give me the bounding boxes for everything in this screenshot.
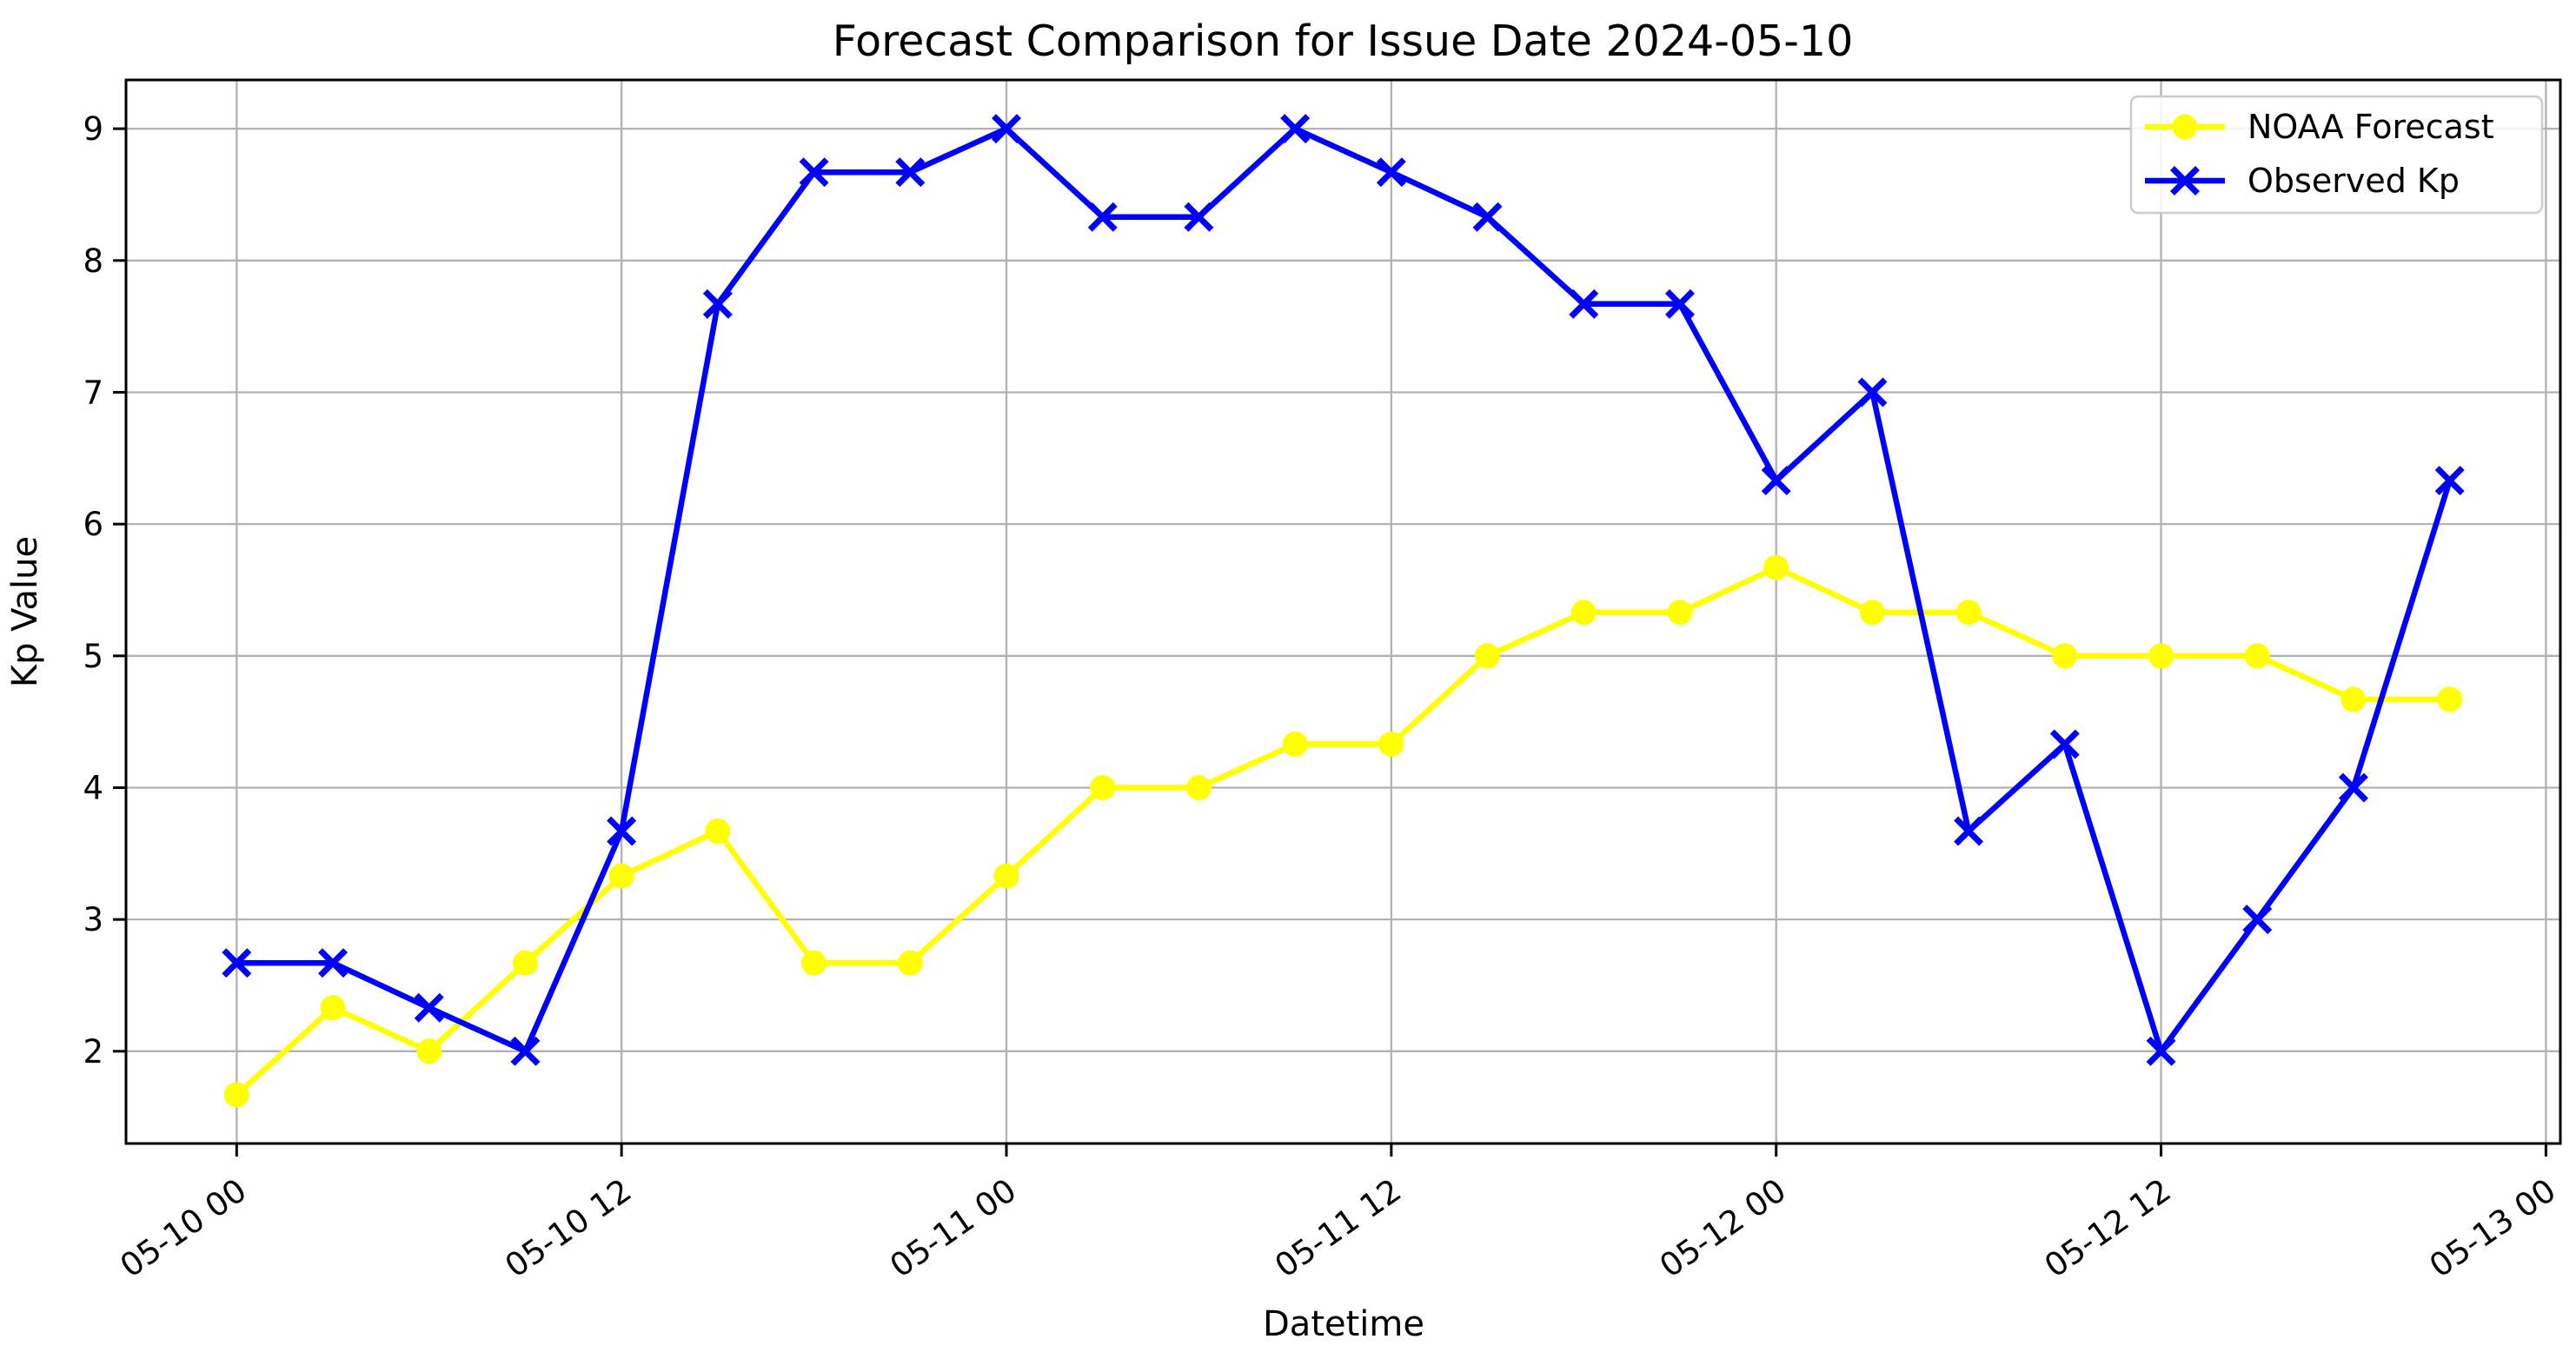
marker-x [2434, 466, 2465, 496]
marker-circle [223, 1082, 249, 1108]
x-tick-label: 05-10 12 [498, 1171, 638, 1285]
x-tick-label: 05-12 12 [2038, 1171, 2178, 1285]
marker-x [222, 948, 252, 978]
axes-layer [113, 78, 2562, 1157]
marker-x [2242, 905, 2273, 935]
marker-circle [1282, 731, 1308, 757]
marker-x [510, 1036, 541, 1066]
marker-x [1376, 157, 1406, 188]
marker-x [1087, 202, 1118, 232]
marker-x [414, 992, 444, 1023]
y-tick-label: 7 [83, 374, 103, 411]
marker-x [2338, 772, 2368, 803]
plot-border [124, 78, 2562, 1145]
marker-x [1857, 377, 1888, 408]
marker-x [2049, 729, 2080, 759]
marker-circle [2340, 686, 2367, 713]
tick-label-layer: 05-10 00 05-10 12 05-11 00 05-11 12 05-12 00… [83, 110, 2562, 1285]
series-layer [222, 114, 2465, 1108]
chart-title: Forecast Comparison for Issue Date 2024-… [833, 17, 1854, 66]
x-tick-label: 05-11 12 [1268, 1171, 1408, 1285]
marker-x [1954, 816, 1984, 846]
y-tick-label: 3 [83, 901, 103, 938]
series-line-observed-kp [236, 125, 2453, 1055]
marker-circle [1475, 643, 1501, 669]
marker-x [992, 114, 1021, 144]
marker-circle [801, 950, 827, 976]
x-tick-label: 05-12 00 [1653, 1171, 1793, 1285]
marker-x [1569, 288, 1599, 319]
marker-circle [1378, 731, 1404, 757]
x-axis-label: Datetime [1263, 1304, 1424, 1344]
y-tick-label: 2 [83, 1033, 103, 1071]
y-tick-label: 9 [83, 110, 103, 148]
marker-circle [1859, 600, 1885, 626]
marker-x [318, 948, 349, 978]
marker-x [1280, 114, 1311, 144]
grid-layer [126, 80, 2560, 1144]
legend: NOAA Forecast Observed Kp [2129, 95, 2544, 215]
marker-circle [2052, 643, 2078, 669]
x-tick-label: 05-10 00 [114, 1171, 254, 1285]
marker-x [895, 157, 926, 188]
marker-circle [1090, 774, 1116, 800]
marker-circle [2437, 686, 2463, 713]
y-tick-label: 5 [83, 638, 103, 675]
marker-circle [512, 950, 538, 976]
legend-marker-x [2170, 166, 2200, 196]
marker-circle [1667, 600, 1693, 626]
marker-circle [897, 950, 923, 976]
marker-circle [416, 1038, 442, 1064]
marker-circle [2244, 643, 2270, 669]
marker-x [1184, 202, 1214, 232]
marker-x [799, 157, 829, 188]
marker-x [2146, 1036, 2176, 1066]
marker-circle [705, 819, 731, 845]
y-axis-label: Kp Value [5, 536, 45, 687]
y-tick-label: 8 [83, 242, 103, 280]
marker-circle [2148, 643, 2174, 669]
marker-x [1761, 466, 1791, 496]
marker-x [702, 288, 733, 319]
marker-circle [1955, 600, 1982, 626]
x-tick-label: 05-13 00 [2423, 1171, 2563, 1285]
legend-marker-circle [2172, 114, 2198, 140]
marker-circle [608, 863, 634, 889]
y-tick-label: 4 [83, 769, 103, 806]
legend-label: NOAA Forecast [2247, 108, 2494, 146]
legend-label: Observed Kp [2247, 162, 2460, 200]
marker-x [1472, 202, 1503, 232]
marker-x [1665, 288, 1695, 319]
marker-circle [320, 995, 346, 1021]
y-tick-label: 6 [83, 506, 103, 543]
marker-circle [1570, 600, 1597, 626]
marker-circle [993, 863, 1019, 889]
series-line-noaa-forecast [235, 564, 2450, 1097]
marker-circle [1763, 554, 1789, 580]
marker-x [607, 816, 637, 846]
legend-box [2129, 95, 2544, 215]
x-tick-label: 05-11 00 [883, 1171, 1023, 1285]
marker-circle [1185, 774, 1212, 800]
